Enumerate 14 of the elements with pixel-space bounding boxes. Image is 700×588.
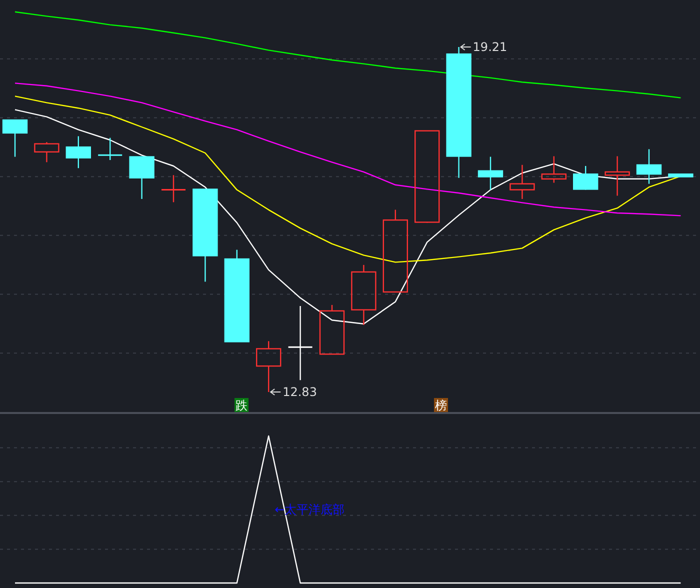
candlestick [604,156,630,196]
candlestick [446,46,472,178]
candlestick [478,156,504,190]
candlestick [160,174,186,203]
annotation: 19.21 [472,40,508,54]
text: 跌 [236,398,248,412]
candlestick [97,137,123,161]
candlestick [510,164,535,200]
annotation: 12.83 [282,385,317,399]
text: 榜 [435,398,447,412]
candlestick [288,305,314,381]
candlestick [636,148,662,184]
candlestick [351,264,376,326]
candlestick [66,136,91,169]
